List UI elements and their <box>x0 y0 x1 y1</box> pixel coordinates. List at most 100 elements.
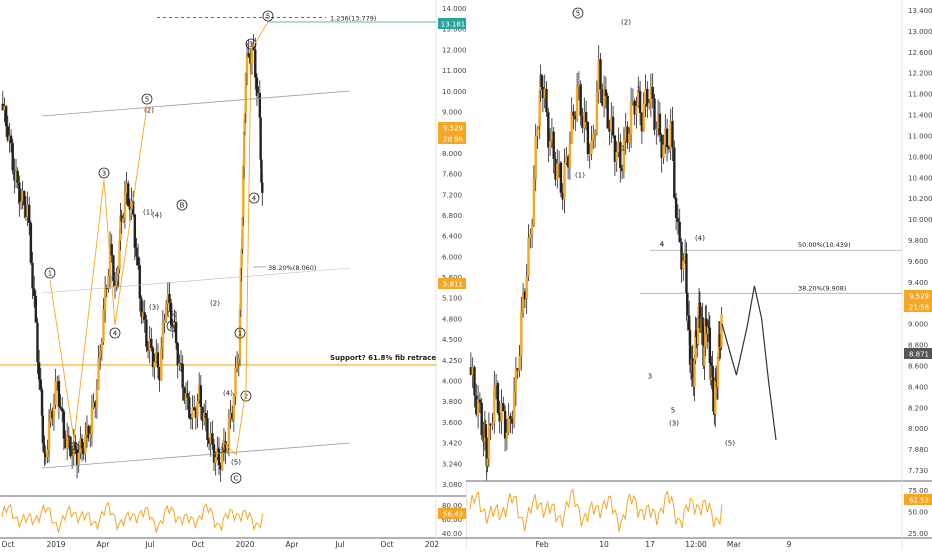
y-tick-label: 13.400 <box>908 7 932 15</box>
candle-body <box>87 425 90 438</box>
candle-body <box>156 352 160 368</box>
candle-body <box>219 465 222 470</box>
candle-body <box>572 111 575 116</box>
price-badge-label: 9.529 <box>443 125 463 133</box>
candle-body <box>47 421 51 450</box>
candle-body <box>77 452 80 466</box>
candle-body <box>620 168 624 172</box>
candle-body <box>547 112 550 148</box>
candle-body <box>473 367 476 396</box>
candle-body <box>54 381 57 406</box>
candle-body <box>694 330 697 361</box>
candle-body <box>568 143 572 168</box>
candle-body <box>51 410 54 419</box>
candle-body <box>1 103 5 111</box>
candle-body <box>491 423 494 426</box>
left-price-chart[interactable]: 14.00013.00012.00011.00010.0009.0008.400… <box>0 0 468 550</box>
y-tick-label: 12.000 <box>442 46 466 54</box>
candle-body <box>498 412 501 422</box>
y-tick-label: 10.800 <box>908 153 932 161</box>
candle-body <box>226 444 229 453</box>
candle-body <box>245 53 249 74</box>
x-tick-label: Jul <box>144 540 154 549</box>
y-tick-label: 5.100 <box>442 295 462 303</box>
y-tick-label: 8.000 <box>442 150 462 158</box>
candle-body <box>95 389 99 408</box>
candle-body <box>503 411 507 439</box>
candle-body <box>227 418 231 445</box>
oscillator-badge-label: 56.43 <box>443 511 463 519</box>
wave-label-circle <box>166 320 178 332</box>
candle-body <box>529 234 532 238</box>
wave-label-circle <box>245 38 257 50</box>
candle-body <box>658 113 662 135</box>
candle-body <box>586 122 590 154</box>
candle-body <box>489 423 492 426</box>
wave-label: (3) <box>149 304 159 312</box>
candle-body <box>579 84 582 116</box>
candle-body <box>595 92 599 132</box>
candle-body <box>85 425 89 435</box>
y-tick-label: 11.800 <box>908 91 932 99</box>
candle-body <box>469 366 473 376</box>
candle-body <box>642 103 645 132</box>
candle-body <box>574 115 577 120</box>
candle-body <box>16 170 19 183</box>
y-tick-label: 4.250 <box>442 357 462 365</box>
wave-label: (1) <box>575 172 585 180</box>
right-price-chart[interactable]: 13.400 13.000 12.600 12.200 11.800 11.400 11.0… <box>466 0 932 550</box>
wave-label-circle <box>572 7 584 19</box>
candle-body <box>509 415 512 420</box>
candle-body <box>676 218 680 222</box>
candle-body <box>65 435 69 449</box>
candle-body <box>635 105 638 115</box>
candle-body <box>688 330 692 365</box>
y-tick-label: 13.000 <box>908 28 932 36</box>
candle-body <box>214 456 217 463</box>
y-tick-label: 11.400 <box>908 112 932 120</box>
candle-body <box>656 113 660 129</box>
candle-body <box>169 302 173 326</box>
candle-body <box>486 458 489 466</box>
right-chart-panel[interactable]: 13.400 13.000 12.600 12.200 11.800 11.400 11.0… <box>466 0 932 550</box>
x-tick-label: Mar <box>727 540 742 549</box>
candle-body <box>575 86 579 120</box>
wave-label: 5 <box>671 407 675 415</box>
fib-level-label: 50.00%(10.439) <box>798 241 851 249</box>
candle-body <box>222 441 226 451</box>
y-tick-label: 7.600 <box>442 171 462 179</box>
wave-label: 4 <box>113 330 118 338</box>
left-chart-panel[interactable]: 14.00013.00012.00011.00010.0009.0008.400… <box>0 0 468 550</box>
candle-body <box>678 221 681 242</box>
price-badge-label: 21:58 <box>909 304 929 312</box>
candle-body <box>148 338 151 351</box>
wave-label: (2) <box>621 19 631 27</box>
candle-body <box>505 432 509 439</box>
candle-body <box>131 200 135 215</box>
candle-body <box>637 91 640 106</box>
wave-label: 2 <box>637 86 641 94</box>
candle-body <box>257 93 260 96</box>
candle-body <box>240 248 243 269</box>
oscillator-tick-label: 60.00 <box>442 516 462 524</box>
candle-body <box>4 106 8 127</box>
candle-body <box>160 347 163 381</box>
candle-body <box>69 436 72 457</box>
candle-body <box>593 131 597 134</box>
y-tick-label: 14.000 <box>442 5 466 13</box>
candle-body <box>161 323 165 348</box>
candle-body <box>61 408 64 412</box>
candle-body <box>711 365 714 378</box>
candle-body <box>79 438 82 453</box>
candle-body <box>521 291 525 312</box>
candle-body <box>84 434 87 455</box>
y-tick-label: 9.000 <box>908 321 928 329</box>
candle-body <box>67 435 71 437</box>
candle-body <box>527 237 530 277</box>
candle-body <box>701 317 704 333</box>
candle-body <box>565 156 568 164</box>
candle-body <box>563 163 566 200</box>
y-tick-label: 7.730 <box>908 467 928 475</box>
candle-body <box>680 241 683 270</box>
y-tick-label: 12.200 <box>908 70 932 78</box>
